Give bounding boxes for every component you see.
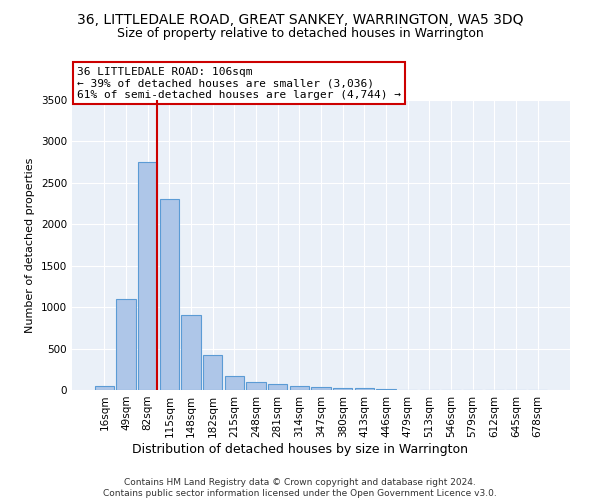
- Text: Size of property relative to detached houses in Warrington: Size of property relative to detached ho…: [116, 28, 484, 40]
- Bar: [116, 299, 136, 390]
- Bar: [203, 355, 223, 390]
- Bar: [311, 386, 331, 390]
- Bar: [224, 376, 244, 390]
- Text: Distribution of detached houses by size in Warrington: Distribution of detached houses by size …: [132, 442, 468, 456]
- Bar: [160, 200, 179, 390]
- Bar: [355, 388, 374, 390]
- Bar: [246, 382, 266, 390]
- Bar: [138, 162, 157, 390]
- Bar: [290, 386, 309, 390]
- Text: 36 LITTLEDALE ROAD: 106sqm
← 39% of detached houses are smaller (3,036)
61% of s: 36 LITTLEDALE ROAD: 106sqm ← 39% of deta…: [77, 67, 401, 100]
- Bar: [181, 316, 201, 390]
- Bar: [376, 389, 396, 390]
- Bar: [95, 386, 114, 390]
- Text: 36, LITTLEDALE ROAD, GREAT SANKEY, WARRINGTON, WA5 3DQ: 36, LITTLEDALE ROAD, GREAT SANKEY, WARRI…: [77, 12, 523, 26]
- Bar: [268, 384, 287, 390]
- Bar: [333, 388, 352, 390]
- Text: Contains HM Land Registry data © Crown copyright and database right 2024.
Contai: Contains HM Land Registry data © Crown c…: [103, 478, 497, 498]
- Y-axis label: Number of detached properties: Number of detached properties: [25, 158, 35, 332]
